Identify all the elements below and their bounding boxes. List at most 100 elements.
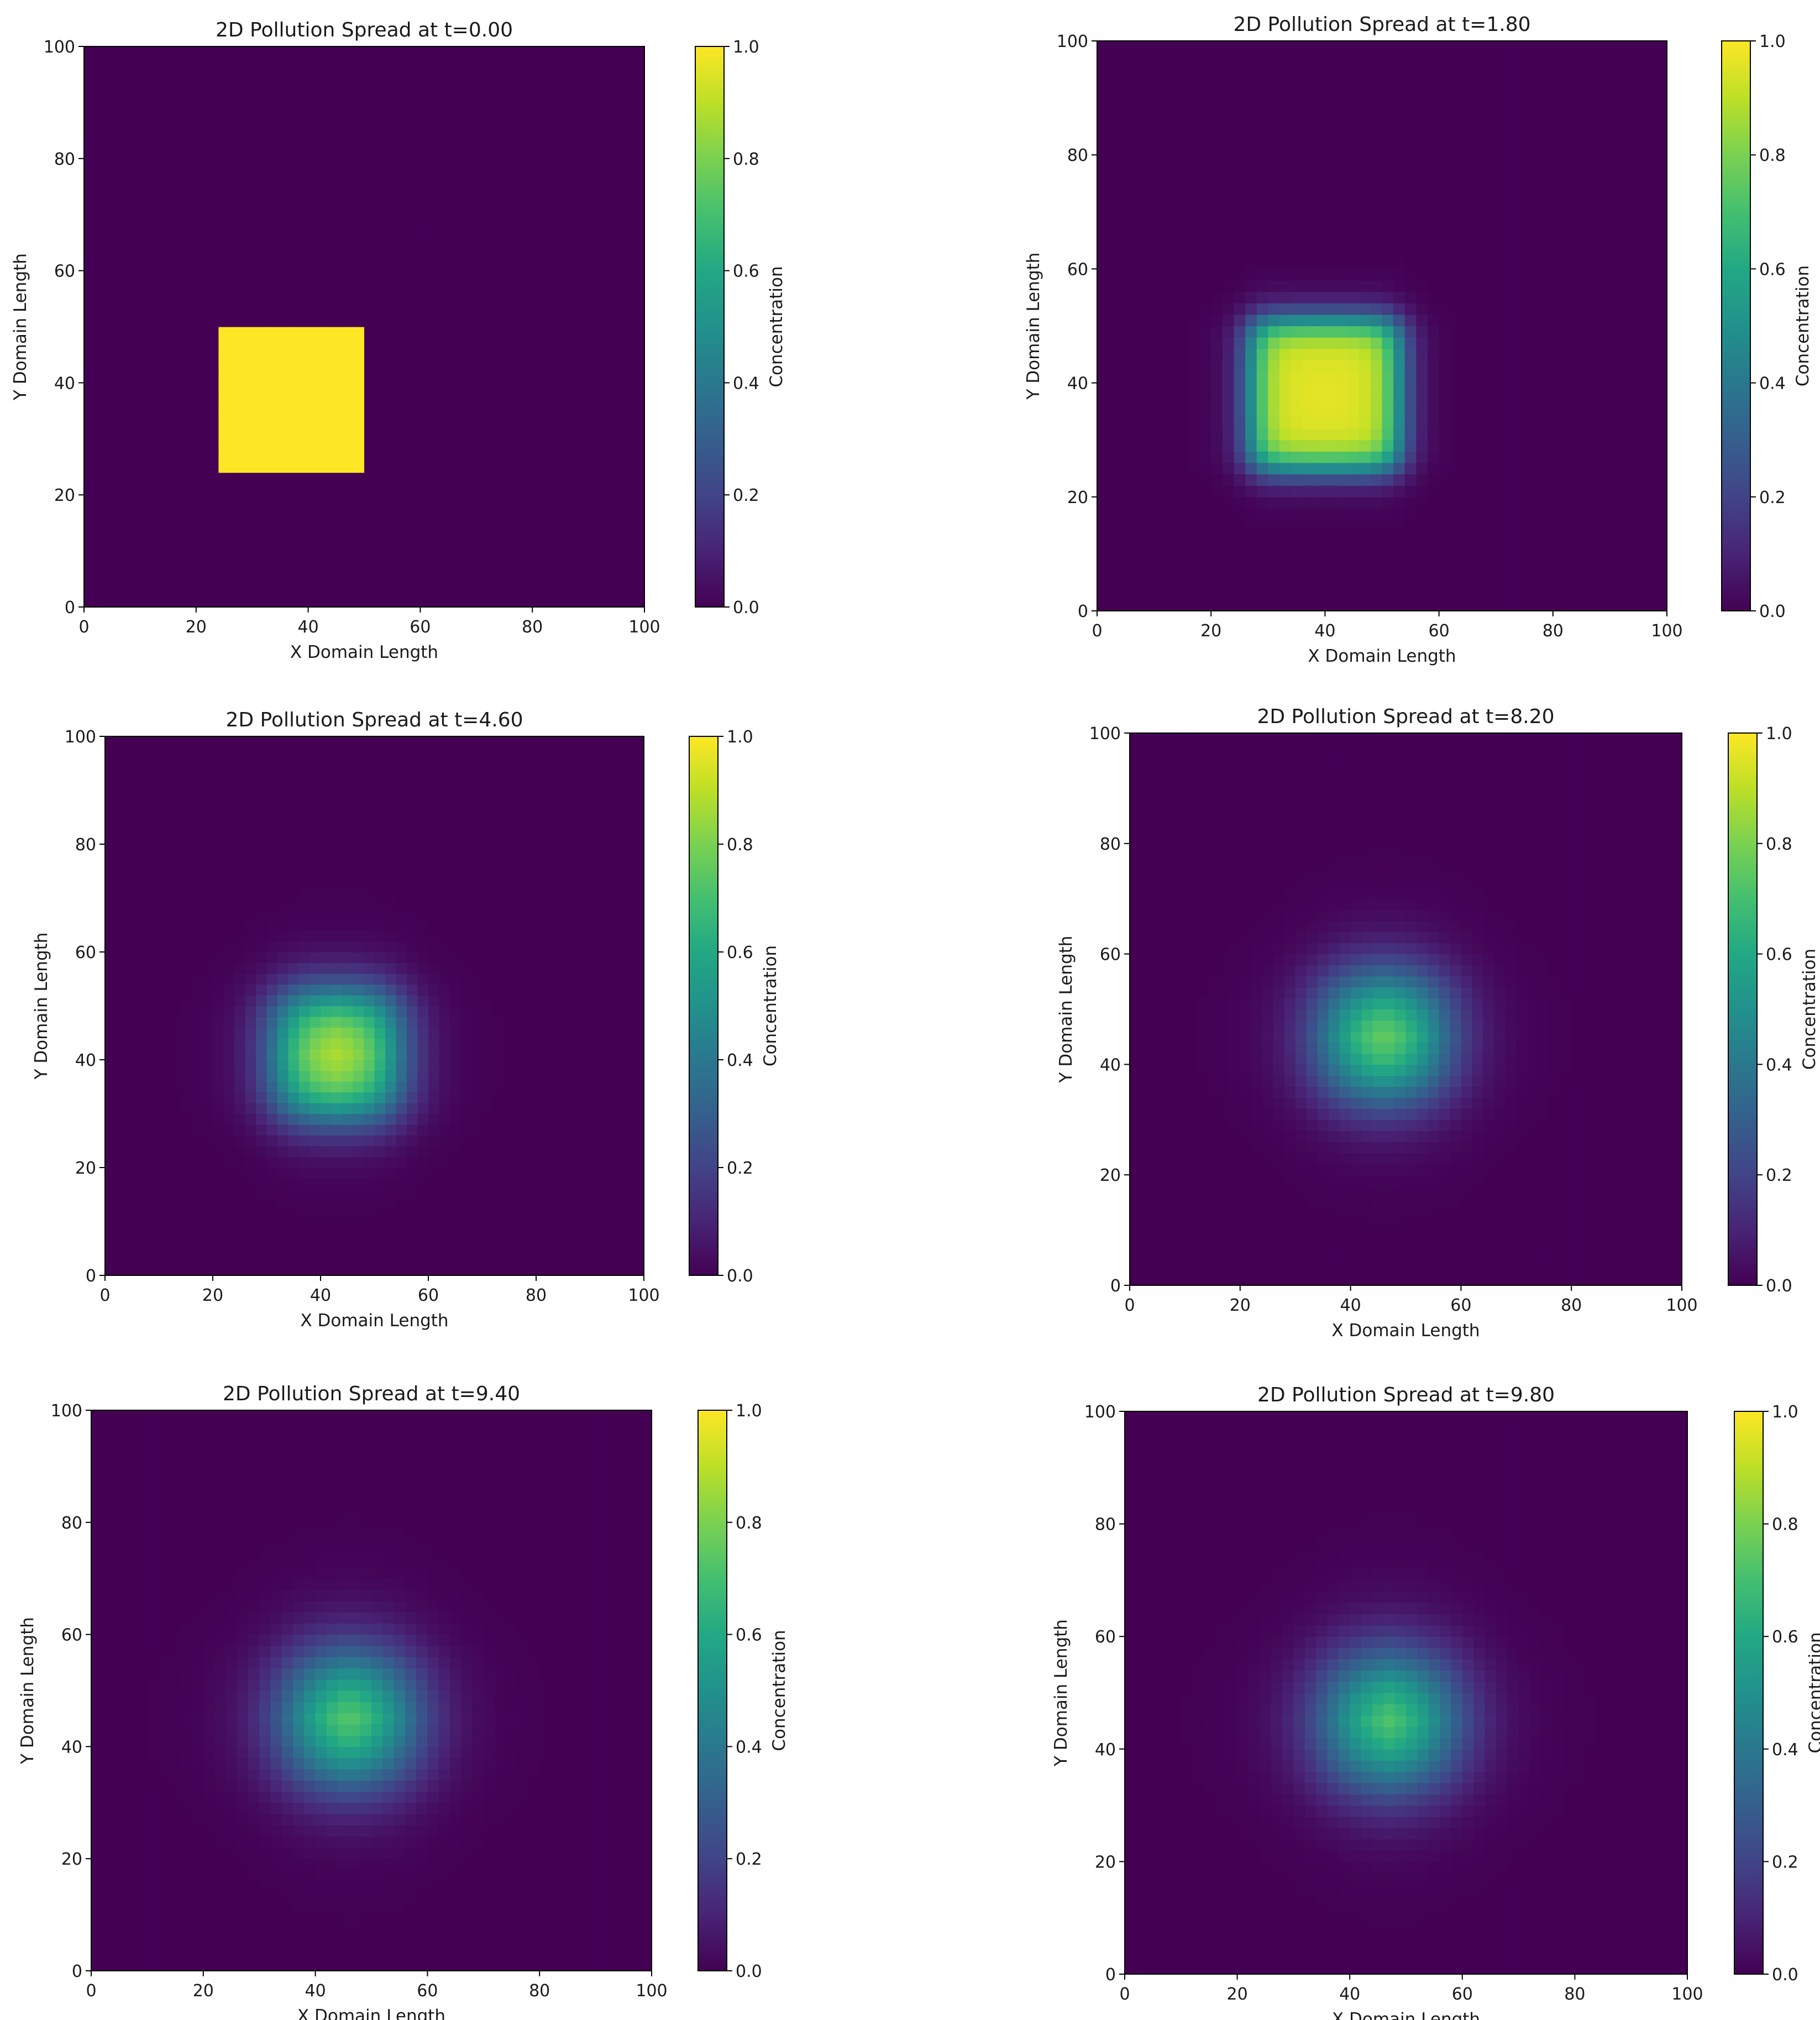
heatmap-cell	[532, 416, 544, 428]
heatmap-cell	[185, 46, 197, 58]
heatmap-cell	[1644, 565, 1656, 577]
heatmap-cell	[1347, 520, 1360, 532]
heatmap-cell	[1245, 337, 1257, 349]
heatmap-cell	[1633, 337, 1645, 349]
heatmap-cell	[1473, 75, 1485, 87]
heatmap-cell	[297, 495, 309, 507]
heatmap-cell	[1609, 360, 1622, 372]
heatmap-cell	[1644, 52, 1656, 64]
heatmap-cell	[308, 551, 320, 563]
heatmap-cell	[554, 136, 567, 148]
heatmap-cell	[1199, 520, 1211, 532]
heatmap-cell	[117, 405, 129, 417]
heatmap-cell	[129, 170, 140, 181]
heatmap-cell	[1428, 565, 1440, 577]
heatmap-cell	[1245, 348, 1257, 360]
heatmap-cell	[1382, 64, 1394, 76]
heatmap-cell	[499, 327, 511, 338]
heatmap-cell	[1576, 121, 1588, 133]
heatmap-cell	[1370, 98, 1383, 110]
heatmap-cell	[1609, 98, 1622, 110]
heatmap-cell	[1302, 64, 1314, 76]
heatmap-cell	[1416, 326, 1428, 338]
heatmap-cell	[1587, 531, 1599, 543]
heatmap-cell	[1416, 360, 1428, 372]
heatmap-cell	[1644, 417, 1656, 429]
heatmap-cell	[1154, 428, 1166, 441]
heatmap-cell	[196, 192, 208, 204]
heatmap-cell	[1199, 166, 1211, 178]
heatmap-cell	[140, 170, 152, 181]
heatmap-cell	[521, 327, 533, 338]
heatmap-cell	[1313, 212, 1325, 224]
heatmap-cell	[1347, 439, 1360, 452]
heatmap-cell	[1268, 531, 1280, 543]
heatmap-cell	[319, 136, 331, 148]
heatmap-cell	[599, 69, 611, 81]
heatmap-cell	[499, 405, 511, 417]
heatmap-cell	[162, 125, 174, 137]
heatmap-cell	[1450, 496, 1462, 509]
heatmap-cell	[1268, 303, 1280, 315]
heatmap-cell	[331, 483, 343, 495]
heatmap-cell	[409, 80, 421, 92]
heatmap-cell	[386, 214, 398, 227]
heatmap-cell	[1245, 531, 1257, 543]
heatmap-cell	[117, 315, 129, 327]
heatmap	[84, 46, 645, 608]
heatmap-cell	[465, 506, 477, 518]
heatmap-cell	[1313, 109, 1325, 121]
heatmap-cell	[1564, 439, 1576, 452]
heatmap-cell	[1370, 394, 1383, 406]
heatmap-cell	[364, 427, 376, 439]
heatmap-cell	[510, 46, 522, 58]
heatmap-cell	[611, 113, 623, 125]
heatmap-cell	[1473, 360, 1485, 372]
heatmap-cell	[1518, 314, 1531, 327]
heatmap-cell	[1188, 155, 1200, 167]
heatmap-cell	[218, 270, 230, 282]
heatmap-cell	[1461, 121, 1473, 133]
heatmap-cell	[106, 226, 118, 238]
heatmap-cell	[499, 483, 511, 495]
heatmap-cell	[1473, 223, 1485, 236]
heatmap-cell	[353, 270, 365, 282]
heatmap-cell	[1450, 109, 1462, 121]
heatmap-cell	[476, 248, 488, 260]
heatmap-cell	[1256, 314, 1268, 327]
heatmap-cell	[554, 304, 567, 316]
heatmap-cell	[487, 158, 499, 170]
heatmap-cell	[1108, 75, 1120, 87]
heatmap-cell	[162, 226, 174, 238]
heatmap-cell	[1587, 405, 1599, 417]
heatmap-cell	[174, 495, 186, 507]
heatmap-cell	[297, 517, 309, 529]
heatmap-cell	[1450, 177, 1462, 190]
heatmap-cell	[364, 192, 376, 204]
heatmap-cell	[353, 394, 365, 406]
heatmap-cell	[342, 371, 354, 383]
heatmap-cell	[1165, 189, 1177, 201]
heatmap-cell	[1609, 52, 1622, 64]
heatmap-cell	[1325, 269, 1337, 281]
heatmap-cell	[1313, 121, 1325, 133]
heatmap-cell	[1142, 269, 1155, 281]
heatmap-cell	[84, 584, 96, 596]
heatmap-cell	[1439, 360, 1451, 372]
heatmap-cell	[1199, 52, 1211, 64]
heatmap-cell	[566, 226, 578, 238]
heatmap-cell	[1268, 348, 1280, 360]
heatmap-cell	[1211, 177, 1223, 190]
heatmap-cell	[397, 495, 410, 507]
heatmap-cell	[1496, 599, 1508, 611]
heatmap-cell	[162, 416, 174, 428]
heatmap-cell	[229, 69, 242, 81]
heatmap-cell	[353, 57, 365, 70]
heatmap-cell	[174, 80, 186, 92]
heatmap-cell	[1256, 121, 1268, 133]
heatmap-cell	[1404, 64, 1417, 76]
heatmap-cell	[1404, 75, 1417, 87]
heatmap-cell	[1576, 291, 1588, 303]
heatmap-cell	[252, 450, 264, 462]
heatmap-cell	[521, 158, 533, 170]
